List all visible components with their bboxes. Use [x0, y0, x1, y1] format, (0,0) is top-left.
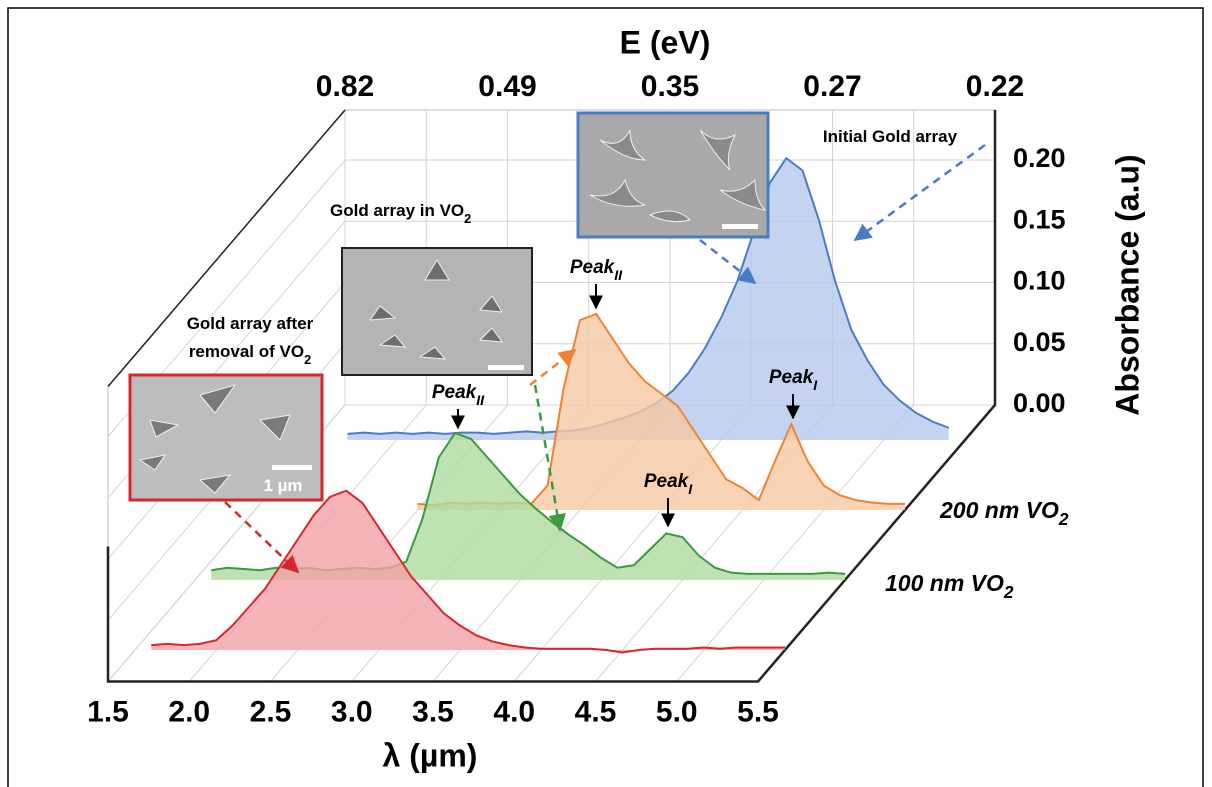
annotation-text: Peak — [769, 367, 815, 388]
series-label: 100 nm VO2 — [885, 570, 1014, 601]
scale-bar — [272, 465, 312, 470]
y-tick-label: 0.05 — [1013, 327, 1066, 357]
axis-frame — [107, 109, 346, 387]
annotation-text: 1 µm — [263, 476, 302, 495]
particles — [589, 129, 767, 223]
y-tick-label: 0.15 — [1013, 204, 1066, 234]
labels: 1.5 2.0 2.5 3.0 3.5 4.0 4.5 5.0 5.5 0.82 0.49 0.35 0… — [87, 24, 1145, 773]
area — [211, 433, 845, 580]
x-axis-title: λ (µm) — [383, 737, 478, 773]
annotation-sub: I — [813, 378, 818, 394]
arrow — [533, 384, 566, 532]
decoration — [128, 111, 986, 574]
annotation-sub: 2 — [464, 211, 471, 226]
annotation: PeakI — [644, 471, 693, 498]
x-tick-label: 5.0 — [656, 695, 698, 728]
x2-tick-label: 0.22 — [966, 70, 1024, 103]
arrow — [529, 348, 577, 386]
grid-line — [676, 404, 915, 682]
annotation: Gold array in VO2 — [330, 201, 471, 226]
annotation-sub: II — [476, 393, 485, 409]
series-label-text: 200 nm VO — [939, 497, 1059, 523]
annotation-text: Gold array in VO — [330, 201, 464, 220]
axis-frame — [106, 110, 997, 683]
curves — [151, 156, 950, 654]
particles — [368, 259, 504, 360]
y-tick-label: 0.20 — [1013, 143, 1066, 173]
x-tick-label: 3.5 — [412, 695, 454, 728]
series-label: removal of VO2 — [189, 342, 311, 367]
annotation-sub: I — [688, 482, 693, 498]
x2-tick-label: 0.35 — [641, 70, 699, 103]
series-label-sub: 2 — [1058, 509, 1069, 529]
x-tick-label: 5.5 — [737, 695, 779, 728]
frame — [7, 7, 1204, 787]
x2-tick-label: 0.82 — [316, 70, 374, 103]
annotation-text: Peak — [570, 257, 616, 278]
annotation-text: Peak — [644, 471, 690, 492]
annotation: PeakI — [769, 367, 818, 394]
x-tick-label: 2.5 — [250, 695, 292, 728]
y-tick-label: 0.10 — [1013, 266, 1066, 296]
annotation-sub: II — [614, 268, 623, 284]
annotation-text: Peak — [432, 382, 478, 403]
x-tick-label: 2.0 — [168, 695, 210, 728]
series-label-sub: 2 — [304, 352, 311, 367]
y-tick-label: 0.00 — [1013, 388, 1066, 418]
x2-axis-title: E (eV) — [620, 24, 711, 60]
series-label-text: 100 nm VO — [885, 570, 1004, 596]
annotation: 1 µm — [263, 476, 302, 495]
series-label: Gold array after — [187, 314, 314, 333]
series-label-text: Initial Gold array — [823, 127, 958, 146]
arrow — [224, 501, 300, 574]
series-label-text: removal of VO — [189, 342, 304, 361]
series-label-text: Gold array after — [187, 314, 314, 333]
x-tick-label: 1.5 — [87, 695, 129, 728]
grid-line — [513, 404, 752, 682]
x2-tick-label: 0.49 — [478, 70, 536, 103]
area — [151, 490, 785, 653]
series-label: Initial Gold array — [823, 127, 958, 146]
area — [417, 314, 905, 510]
annotation: PeakII — [432, 382, 485, 409]
annotation: PeakII — [570, 257, 623, 284]
area — [347, 158, 949, 440]
particles — [138, 384, 291, 494]
line — [151, 489, 785, 654]
scale-bar — [488, 365, 524, 370]
x-tick-label: 3.0 — [331, 695, 373, 728]
scale-bar — [722, 224, 758, 229]
arrow — [699, 239, 757, 285]
x2-tick-label: 0.27 — [803, 70, 861, 103]
series-label: 200 nm VO2 — [939, 497, 1069, 528]
x-tick-label: 4.5 — [575, 695, 617, 728]
x-tick-label: 4.0 — [493, 695, 535, 728]
y-axis-title: Absorbance (a.u) — [1109, 154, 1145, 415]
series-label-sub: 2 — [1003, 582, 1014, 602]
